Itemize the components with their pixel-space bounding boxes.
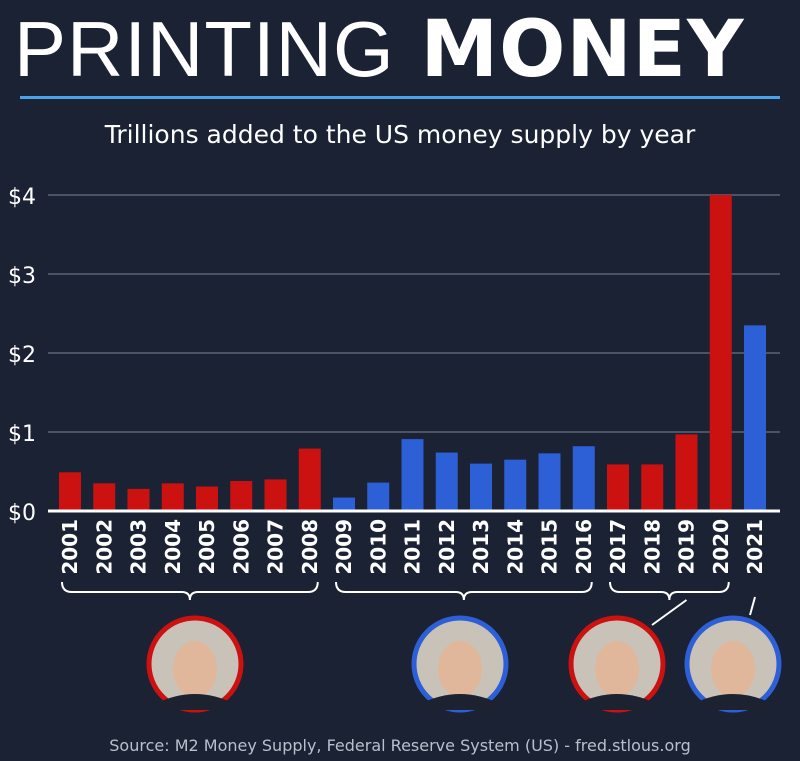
bar-2005: [196, 486, 218, 511]
portrait-suit: [155, 694, 235, 710]
bar-2014: [504, 459, 527, 511]
bar-2017: [607, 464, 629, 511]
bar-2002: [93, 483, 116, 511]
portrait-suit: [693, 694, 773, 710]
x-tick-label: 2006: [229, 519, 253, 575]
bar-2016: [572, 446, 595, 511]
x-tick-label: 2005: [195, 519, 219, 575]
bracket: [609, 581, 730, 601]
y-tick-label: $2: [8, 343, 36, 368]
portrait-face: [438, 641, 482, 697]
page-title: PRINTING MONEY: [14, 4, 744, 95]
x-tick-label: 2016: [572, 519, 596, 575]
y-tick-label: $1: [8, 422, 36, 447]
bar-2007: [264, 479, 287, 511]
x-tick-label: 2011: [401, 519, 425, 575]
bar-2011: [401, 439, 424, 511]
bar-2020: [709, 195, 732, 511]
bracket: [61, 581, 319, 601]
title-thin: PRINTING: [14, 5, 395, 93]
x-tick-label: 2001: [58, 519, 82, 575]
bar-2003: [127, 488, 150, 511]
x-tick-label: 2007: [264, 519, 288, 575]
portrait-suit: [577, 694, 657, 710]
x-tick-label: 2018: [640, 519, 664, 575]
bar-2001: [59, 472, 81, 511]
bar-2008: [298, 448, 321, 511]
bar-2006: [230, 480, 253, 511]
bar-2009: [333, 497, 355, 511]
x-tick-label: 2003: [127, 519, 151, 575]
bracket: [335, 581, 593, 601]
y-tick-label: $3: [8, 264, 36, 289]
portrait-face: [173, 641, 217, 697]
bar-2004: [161, 483, 184, 511]
source-note: Source: M2 Money Supply, Federal Reserve…: [109, 736, 691, 755]
x-tick-label: 2010: [366, 519, 390, 575]
x-tick-label: 2020: [709, 519, 733, 575]
bracket: [651, 599, 688, 626]
y-tick-label: $4: [8, 185, 36, 210]
bar-2012: [435, 452, 458, 511]
x-tick-label: 2021: [743, 519, 767, 575]
title-bold: MONEY: [420, 5, 745, 95]
bar-2019: [675, 434, 698, 511]
y-tick-label: $0: [8, 501, 36, 526]
portrait-face: [711, 641, 755, 697]
x-tick-label: 2014: [503, 519, 527, 575]
x-tick-label: 2009: [332, 519, 356, 575]
portrait-suit: [420, 694, 500, 710]
x-tick-label: 2008: [298, 519, 322, 575]
title-divider: [20, 96, 780, 99]
bar-2013: [470, 463, 492, 511]
x-tick-label: 2015: [538, 519, 562, 575]
x-tick-label: 2019: [675, 519, 699, 575]
bracket: [749, 596, 756, 616]
bar-2021: [744, 325, 766, 511]
chart-title: Trillions added to the US money supply b…: [104, 120, 696, 149]
x-tick-label: 2004: [161, 519, 185, 575]
bar-2015: [538, 453, 561, 511]
bar-2010: [367, 482, 390, 511]
x-tick-label: 2012: [435, 519, 459, 575]
x-tick-label: 2017: [606, 519, 630, 575]
bar-2018: [641, 464, 664, 511]
portrait-face: [595, 641, 639, 697]
x-tick-label: 2002: [92, 519, 116, 575]
x-tick-label: 2013: [469, 519, 493, 575]
